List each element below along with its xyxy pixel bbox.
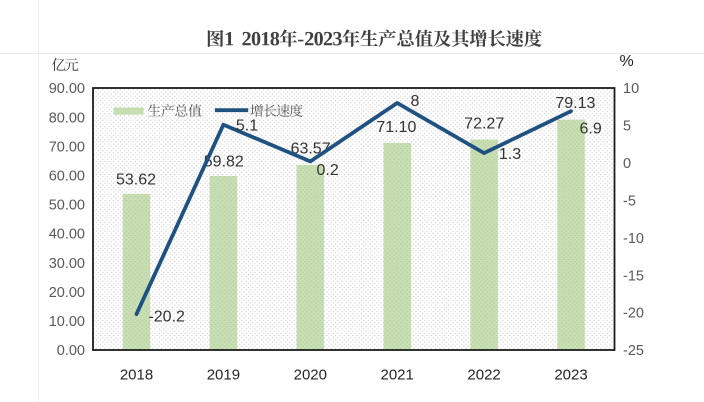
svg-text:71.10: 71.10 <box>376 119 416 136</box>
svg-text:-20.2: -20.2 <box>148 309 185 326</box>
svg-text:1.3: 1.3 <box>499 146 521 163</box>
svg-text:2023: 2023 <box>554 366 587 383</box>
svg-text:30.00: 30.00 <box>49 256 85 272</box>
svg-text:2022: 2022 <box>467 366 500 383</box>
svg-text:2020: 2020 <box>294 366 327 383</box>
svg-text:79.13: 79.13 <box>555 95 595 112</box>
svg-text:-15: -15 <box>623 268 644 284</box>
svg-text:-20: -20 <box>623 306 644 322</box>
svg-text:2019: 2019 <box>207 366 240 383</box>
svg-text:59.82: 59.82 <box>204 153 244 170</box>
svg-text:-5: -5 <box>623 193 636 209</box>
svg-text:72.27: 72.27 <box>464 115 504 132</box>
svg-text:70.00: 70.00 <box>49 139 85 155</box>
svg-text:8: 8 <box>411 93 420 110</box>
svg-text:60.00: 60.00 <box>49 169 85 185</box>
svg-text:-25: -25 <box>623 343 644 359</box>
svg-text:2018: 2018 <box>120 366 153 383</box>
svg-text:5: 5 <box>623 119 631 135</box>
svg-text:-10: -10 <box>623 231 644 247</box>
svg-text:90.00: 90.00 <box>49 81 85 97</box>
svg-text:0: 0 <box>623 156 631 172</box>
svg-text:40.00: 40.00 <box>49 227 85 243</box>
svg-text:0.2: 0.2 <box>316 162 338 179</box>
svg-text:0.00: 0.00 <box>57 343 85 359</box>
svg-text:%: % <box>620 53 634 70</box>
svg-text:10: 10 <box>623 81 639 97</box>
svg-text:2021: 2021 <box>381 366 414 383</box>
svg-text:20.00: 20.00 <box>49 285 85 301</box>
svg-text:50.00: 50.00 <box>49 198 85 214</box>
svg-text:80.00: 80.00 <box>49 110 85 126</box>
svg-text:10.00: 10.00 <box>49 314 85 330</box>
svg-text:6.9: 6.9 <box>579 121 601 138</box>
svg-text:5.1: 5.1 <box>236 118 258 135</box>
svg-text:53.62: 53.62 <box>116 172 156 189</box>
